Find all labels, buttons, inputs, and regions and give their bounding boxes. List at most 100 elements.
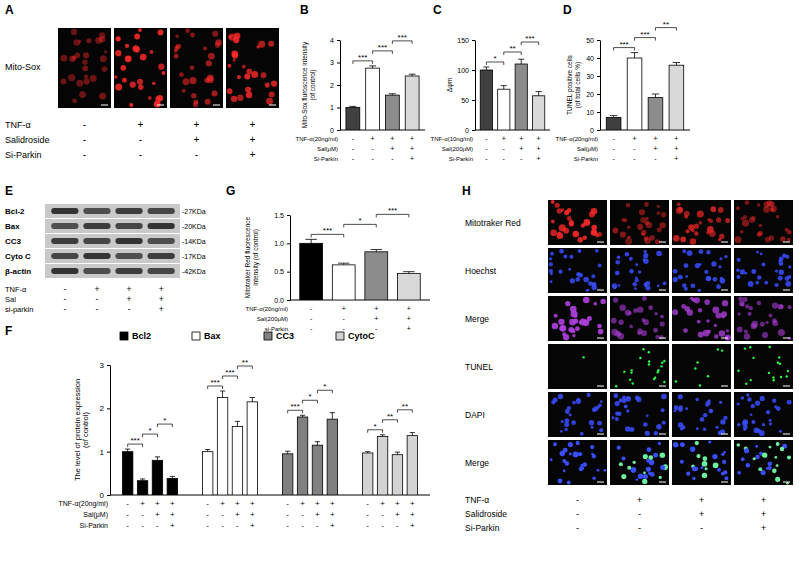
condition-sign: - (391, 155, 394, 162)
cell (174, 46, 179, 51)
y-tick: 0.5 (274, 268, 290, 275)
condition-sign: + (674, 145, 678, 152)
y-tick-mark (287, 215, 290, 216)
cell (746, 393, 749, 396)
cell (90, 75, 97, 82)
cell (647, 447, 652, 452)
micrograph-background (672, 296, 731, 341)
micrograph-background (734, 296, 793, 341)
cell (618, 284, 621, 287)
error-bar (235, 421, 240, 426)
micrograph (548, 248, 607, 293)
y-axis: 050100150 (457, 37, 475, 134)
y-tick: 1.0 (274, 240, 290, 247)
cell (697, 210, 704, 217)
legend-swatch (192, 332, 200, 340)
error-bar (140, 479, 145, 481)
error-bar (501, 86, 507, 90)
cell (774, 283, 778, 287)
cell (779, 363, 781, 365)
cell (568, 268, 571, 271)
cell (772, 398, 776, 402)
cell (619, 462, 623, 466)
cell (269, 91, 275, 97)
cell (122, 78, 127, 83)
cell (696, 427, 699, 430)
blot-strip (45, 219, 180, 233)
scale-bar (659, 242, 666, 243)
cell (673, 277, 678, 282)
plot-marks (122, 391, 417, 495)
cell (129, 103, 133, 107)
cell (560, 325, 567, 332)
cell (657, 205, 660, 208)
y-tick: 0 (465, 127, 475, 134)
condition-sign: - (63, 294, 66, 304)
y-tick-label: 40 (586, 55, 594, 62)
cell (558, 479, 563, 484)
condition-sign: + (537, 145, 541, 152)
cell (644, 220, 649, 225)
cell (780, 447, 784, 451)
cell (641, 330, 647, 336)
cell (676, 207, 683, 214)
cell (646, 467, 651, 472)
cell (719, 234, 724, 239)
cell (764, 281, 768, 285)
error-bar (170, 476, 175, 478)
error-bar (409, 74, 416, 76)
bar (137, 481, 147, 495)
cell (768, 446, 771, 449)
y-axis-title: (of control) (309, 69, 317, 100)
condition-sign: + (390, 145, 394, 152)
y-tick-label: 50 (586, 37, 594, 44)
condition-sign: - (700, 522, 703, 533)
cell (120, 65, 126, 71)
y-tick-label: 20 (586, 91, 594, 98)
cell (698, 331, 704, 337)
condition-sign: + (674, 135, 678, 142)
significance-label: *** (225, 368, 234, 377)
condition-sign: + (300, 499, 305, 508)
micrograph-background (548, 248, 607, 293)
cell (776, 406, 781, 411)
micrograph (548, 392, 607, 437)
scale-bar (597, 290, 604, 291)
cell (661, 212, 667, 218)
cell (642, 232, 645, 235)
micrograph-background (672, 248, 731, 293)
y-tick: 3 (100, 361, 110, 370)
cell (75, 53, 81, 59)
plot-marks (480, 59, 545, 130)
cell (763, 206, 770, 213)
cell (237, 75, 241, 79)
cell (174, 54, 179, 59)
cell (245, 87, 251, 93)
cell (175, 34, 179, 38)
condition-label: Sal (5, 295, 16, 304)
condition-sign: + (250, 499, 255, 508)
cell (704, 299, 710, 305)
bar-panel: C050100150Δψm******TNF-α(10ng/ml)-+++Sal… (431, 3, 550, 162)
scale-bar (213, 105, 220, 106)
condition-sign: - (310, 315, 313, 322)
condition-sign: + (194, 134, 200, 145)
cell (570, 278, 575, 283)
cell (749, 217, 755, 223)
cell (684, 263, 689, 268)
y-tick-label: 1.5 (274, 212, 284, 219)
cell (134, 34, 140, 40)
y-tick-mark (472, 70, 475, 71)
cell (737, 370, 739, 372)
y-axis-line (110, 366, 111, 496)
micrograph-background (226, 28, 279, 108)
row-label: Mito-Sox (5, 62, 41, 72)
cell (766, 467, 769, 470)
cell (743, 215, 747, 219)
cell (695, 441, 699, 445)
cell (740, 302, 744, 306)
cell (722, 300, 728, 306)
cell (622, 399, 627, 404)
y-tick: 3 (330, 59, 340, 66)
cell (575, 326, 580, 331)
